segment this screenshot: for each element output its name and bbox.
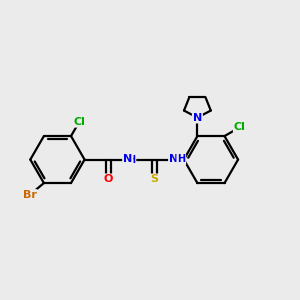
Text: N: N [123, 154, 132, 164]
Text: Br: Br [23, 190, 37, 200]
Text: N: N [193, 112, 202, 123]
Text: N: N [169, 154, 178, 164]
Text: S: S [151, 174, 158, 184]
Text: O: O [104, 174, 113, 184]
Text: Cl: Cl [74, 117, 85, 127]
Text: Cl: Cl [234, 122, 246, 132]
Text: H: H [128, 154, 136, 165]
Text: H: H [177, 154, 185, 164]
